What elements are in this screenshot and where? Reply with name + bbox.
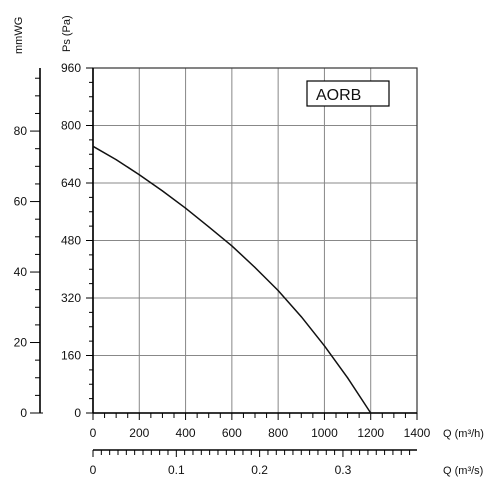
mmwg-axis-title: mmWG	[13, 17, 25, 54]
curve-point	[346, 377, 349, 379]
flow-m3s-tick-label: 0.1	[168, 463, 185, 477]
flow-m3h-tick-label: 1200	[357, 426, 384, 440]
mmwg-tick-label: 20	[14, 336, 28, 350]
legend-label: AORB	[316, 87, 361, 104]
flow-m3h-tick-label: 1000	[311, 426, 338, 440]
flow-m3h-tick-label: 600	[222, 426, 242, 440]
flow-m3s-tick-label: 0	[90, 463, 97, 477]
mmwg-tick-label: 40	[14, 265, 28, 279]
curve-point	[254, 266, 256, 269]
curve-point	[115, 159, 117, 161]
curve-point	[92, 145, 94, 147]
pressure-tick-label: 800	[61, 119, 81, 133]
performance-curve	[92, 145, 372, 414]
flow-m3h-tick-label: 800	[268, 426, 288, 440]
pressure-tick-label: 320	[61, 291, 81, 305]
grid	[92, 67, 418, 414]
mmwg-tick-label: 0	[20, 406, 27, 420]
curve-point	[300, 316, 302, 318]
flow-m3h-tick-label: 200	[129, 426, 149, 440]
curve-point	[231, 245, 233, 247]
curve-point	[184, 207, 187, 209]
flow-axis-m3h-title: Q (m³/h)	[443, 428, 484, 440]
curve-point	[370, 412, 372, 414]
curve-point	[161, 190, 164, 192]
flow-m3h-tick-label: 400	[176, 426, 196, 440]
flow-m3h-tick-label: 0	[90, 426, 97, 440]
pressure-tick-label: 960	[61, 61, 81, 75]
pressure-tick-label: 0	[74, 406, 81, 420]
pressure-axis-title: Ps (Pa)	[61, 15, 73, 52]
legend-box: AORB	[306, 80, 390, 107]
curve-point	[323, 345, 326, 347]
flow-m3h-tick-label: 1400	[404, 426, 431, 440]
flow-axis-m3s-title: Q (m³/s)	[443, 465, 483, 477]
mmwg-tick-label: 80	[14, 124, 28, 138]
flow-m3s-tick-label: 0.2	[251, 463, 268, 477]
pressure-tick-label: 480	[61, 234, 81, 248]
pressure-tick-label: 640	[61, 176, 81, 190]
pressure-tick-label: 160	[61, 349, 81, 363]
flow-m3s-tick-label: 0.3	[335, 463, 352, 477]
mmwg-tick-label: 60	[14, 195, 28, 209]
curve-point	[208, 226, 210, 228]
curve-point	[277, 289, 279, 292]
curve-point	[138, 174, 140, 176]
